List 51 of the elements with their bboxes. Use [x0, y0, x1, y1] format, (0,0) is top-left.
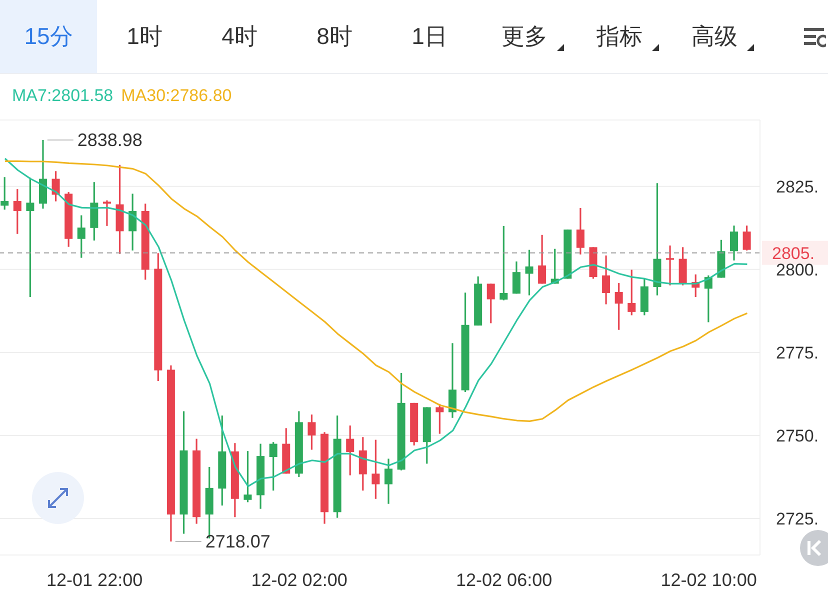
candlestick	[26, 176, 34, 298]
candlestick	[77, 214, 86, 259]
candlestick	[730, 224, 738, 262]
candlestick	[128, 192, 137, 252]
text: 1日	[412, 22, 448, 51]
line-series	[4, 158, 748, 488]
y-tick-label: 2750.	[776, 426, 819, 446]
y-tick-label: 2775.	[776, 343, 819, 362]
text: 4时	[222, 22, 258, 51]
text: 8时	[316, 22, 352, 51]
candlestick	[0, 176, 9, 210]
candlestick	[512, 260, 520, 294]
candlestick	[614, 282, 623, 331]
x-tick-label: 12-02 02:00	[251, 570, 348, 590]
candlestick	[742, 224, 751, 252]
candlestick	[500, 225, 508, 302]
candlestick	[372, 438, 380, 500]
text: 高级	[692, 22, 738, 51]
ref-line-label: 2805.	[772, 244, 815, 263]
y-tick-label: 2725.	[776, 510, 819, 529]
candlestick	[576, 207, 584, 256]
text: MA30:2786.80	[121, 86, 232, 106]
candlestick	[666, 244, 674, 286]
candlestick	[436, 403, 444, 435]
candlestick	[102, 200, 111, 227]
candlestick	[538, 234, 546, 285]
candlestick	[308, 414, 316, 451]
y-tick-label: 2800.	[776, 260, 819, 280]
text: 1时	[126, 22, 162, 51]
x-tick-label: 12-02 06:00	[456, 570, 552, 590]
text: MA7:2801.58	[12, 86, 114, 106]
candlestick	[13, 188, 22, 235]
annotation: 2838.98	[77, 130, 142, 150]
candlestick	[244, 450, 252, 503]
text: 指标	[596, 22, 642, 51]
candlestick	[602, 254, 610, 306]
candlestick	[525, 249, 534, 296]
text: 15分	[24, 22, 73, 51]
candlestick	[269, 441, 278, 492]
candlestick	[384, 458, 392, 505]
candlestick	[346, 424, 354, 476]
candlestick	[448, 342, 456, 419]
candlestick	[628, 268, 636, 316]
candlestick	[486, 282, 495, 324]
line-series	[4, 160, 748, 422]
x-tick-label: 12-01 22:00	[46, 570, 143, 590]
x-tick-label: 12-02 10:00	[660, 570, 757, 590]
candlestick	[358, 436, 367, 492]
text: 更多	[502, 22, 548, 51]
y-tick-label: 2825.	[776, 177, 819, 196]
annotation: 2718.07	[205, 531, 270, 552]
